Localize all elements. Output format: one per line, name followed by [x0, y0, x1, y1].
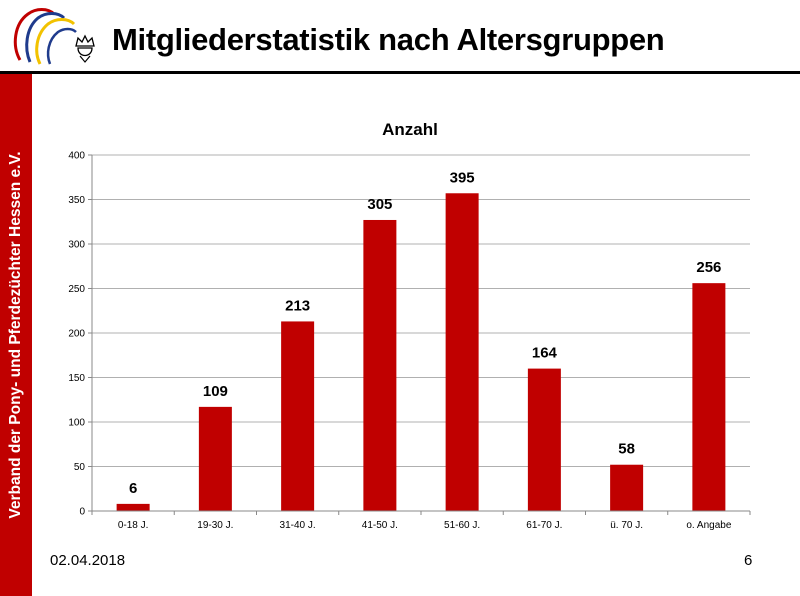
y-tick-label: 0	[79, 507, 85, 518]
data-label: 58	[618, 441, 635, 458]
data-label: 256	[696, 259, 721, 276]
data-label: 213	[285, 297, 310, 314]
bar	[610, 464, 644, 511]
bar	[198, 406, 232, 511]
footer-date: 02.04.2018	[50, 552, 126, 569]
slide-title: Mitgliederstatistik nach Altersgruppen	[112, 22, 665, 57]
page-number: 6	[744, 552, 753, 569]
x-axis-ticks: 0-18 J. 19-30 J. 31-40 J. 41-50 J. 51-60 J. 6…	[91, 511, 751, 530]
x-tick-label: 61-70 J.	[526, 520, 562, 530]
title-divider	[0, 71, 800, 74]
bar	[527, 368, 561, 511]
y-axis-ticks: 0 50 100 150 200 250 300 350 400	[68, 151, 92, 518]
bar	[281, 321, 315, 511]
data-label: 164	[532, 345, 558, 362]
horse-heads-crown-logo	[13, 8, 95, 65]
side-band	[0, 74, 32, 596]
data-label: 305	[367, 196, 392, 213]
y-tick-label: 100	[68, 418, 85, 429]
x-tick-label: 19-30 J.	[197, 520, 233, 530]
x-tick-label: 31-40 J.	[280, 520, 316, 530]
y-tick-label: 150	[68, 373, 85, 384]
data-labels: 6 109 213 305 395 164 58 256	[129, 169, 721, 497]
y-tick-label: 300	[68, 240, 85, 251]
x-tick-label: o. Angabe	[686, 520, 731, 530]
gridlines	[92, 154, 750, 467]
y-tick-label: 50	[74, 462, 86, 473]
crown-icon	[75, 34, 95, 63]
x-tick-label: 0-18 J.	[118, 520, 149, 530]
bar	[116, 503, 150, 511]
bar	[692, 283, 726, 511]
y-tick-label: 350	[68, 195, 85, 206]
bar-chart: Anzahl 0 50 100 150 200 250 300 350 400 6 109 213 3…	[68, 120, 751, 530]
bar	[445, 193, 479, 511]
chart-title: Anzahl	[382, 120, 438, 139]
x-tick-label: 41-50 J.	[362, 520, 398, 530]
bars	[116, 193, 726, 511]
y-tick-label: 250	[68, 284, 85, 295]
x-tick-label: ü. 70 J.	[610, 520, 643, 530]
x-tick-label: 51-60 J.	[444, 520, 480, 530]
data-label: 6	[129, 480, 137, 497]
y-tick-label: 200	[68, 329, 85, 340]
data-label: 109	[203, 383, 228, 400]
y-tick-label: 400	[68, 151, 85, 162]
bar	[363, 219, 397, 511]
side-band-label: Verband der Pony- und Pferdezüchter Hess…	[7, 151, 24, 519]
data-label: 395	[450, 169, 475, 186]
